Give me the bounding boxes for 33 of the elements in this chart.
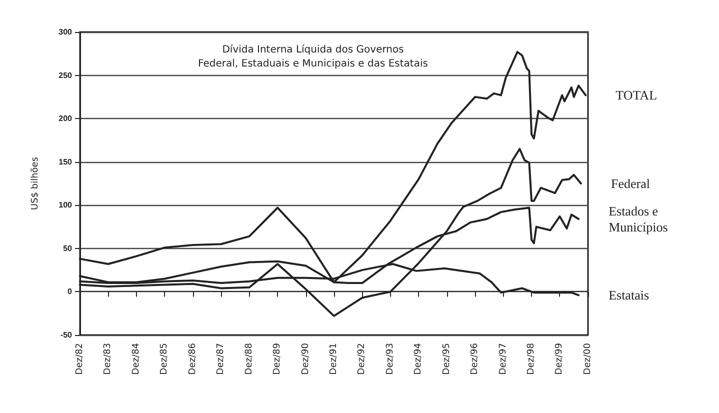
x-tick-label: Dez/94 (414, 342, 424, 375)
x-tick-label: Dez/83 (103, 343, 114, 375)
legend-label: Estatais (608, 288, 650, 303)
y-tick-label: 250 (58, 70, 73, 80)
x-tick-label: Dez/97 (498, 343, 508, 375)
text: Estados e Municípios (608, 203, 668, 234)
x-tick-label: Dez/91 (328, 343, 339, 375)
x-tick-label: Dez/89 (272, 342, 283, 375)
x-tick-label: Dez/96 (470, 342, 480, 375)
x-tick-label: Dez/95 (442, 343, 452, 375)
x-tick-label: Dez/82 (75, 343, 85, 375)
x-tick-label: Dez/98 (526, 342, 537, 375)
x-tick-label: Dez/90 (300, 342, 311, 375)
x-tick-label: Dez/99 (554, 342, 565, 375)
x-tick-label: Dez/93 (385, 343, 396, 375)
y-tick-label: 300 (58, 28, 73, 36)
text: Dívida Interna Líquida dos Governos Federal, Estaduais e Municipais e das Estatais (198, 44, 428, 70)
x-tick-label: Dez/87 (216, 343, 226, 375)
x-tick-label: Dez/84 (131, 342, 142, 375)
x-tick-label: Dez/92 (357, 343, 368, 375)
y-axis-title: US$ bilhões (30, 156, 40, 210)
text: Federal (610, 176, 650, 191)
y-tick-label: 200 (58, 114, 73, 124)
y-tick-label: 150 (58, 157, 73, 166)
y-tick-label: -50 (60, 330, 73, 340)
y-tick-label: 50 (63, 244, 73, 253)
x-tick-label: Dez/88 (244, 342, 254, 375)
x-tick-label: Dez/86 (188, 342, 198, 375)
y-tick-label: 0 (68, 287, 73, 296)
x-tick-label: Dez/00 (583, 342, 593, 375)
text: TOTAL (616, 88, 658, 103)
x-tick-label: Dez/85 (160, 343, 170, 375)
y-tick-label: 100 (58, 200, 73, 210)
